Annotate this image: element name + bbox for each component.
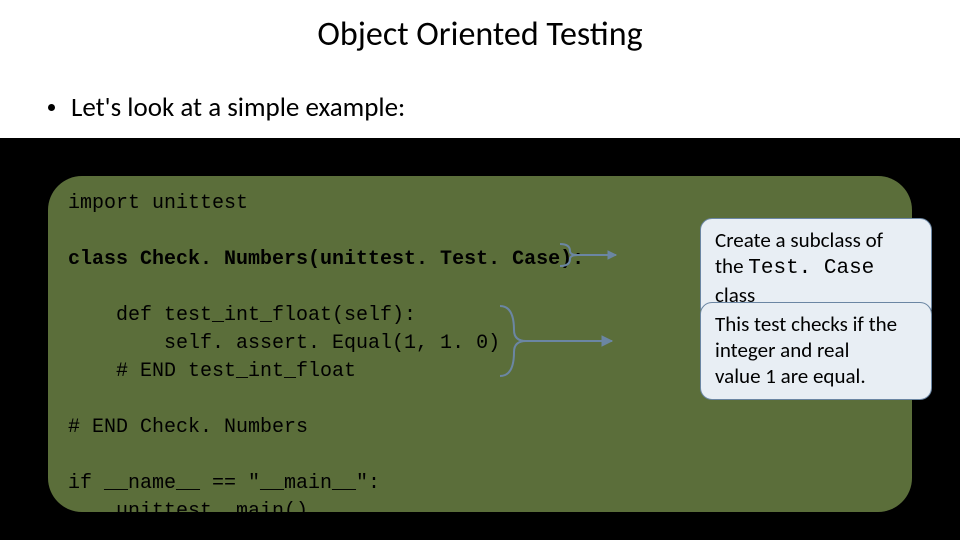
code-line: self. assert. Equal(1, 1. 0) [68, 332, 500, 355]
code-line: # ENDIF [68, 528, 152, 540]
code-line: if __name__ == "__main__": [68, 472, 380, 495]
code-line: # END test_int_float [68, 360, 356, 383]
brace-icon [558, 240, 618, 270]
code-line: class Check. Numbers(unittest. Test. Cas… [68, 248, 584, 271]
callout-line: Create a subclass of [715, 227, 917, 253]
code-line: unittest. main() [68, 500, 308, 523]
slide-title: Object Oriented Testing [0, 0, 960, 65]
callout-line: value 1 are equal. [715, 363, 917, 389]
brace-icon [498, 300, 618, 382]
callout-line: This test checks if the [715, 311, 917, 337]
code-line: import unittest [68, 192, 248, 215]
bullet-dot-icon [48, 104, 55, 111]
bullet-text: Let's look at a simple example: [71, 91, 405, 124]
callout-mono: Test. Case [748, 257, 874, 280]
callout-line: the Test. Case class [715, 253, 917, 308]
bullet-row: Let's look at a simple example: [0, 65, 960, 138]
code-line: # END Check. Numbers [68, 416, 308, 439]
callout-text: the [715, 253, 748, 279]
code-line: def test_int_float(self): [68, 304, 416, 327]
callout-testcheck: This test checks if the integer and real… [700, 302, 932, 400]
callout-line: integer and real [715, 337, 917, 363]
